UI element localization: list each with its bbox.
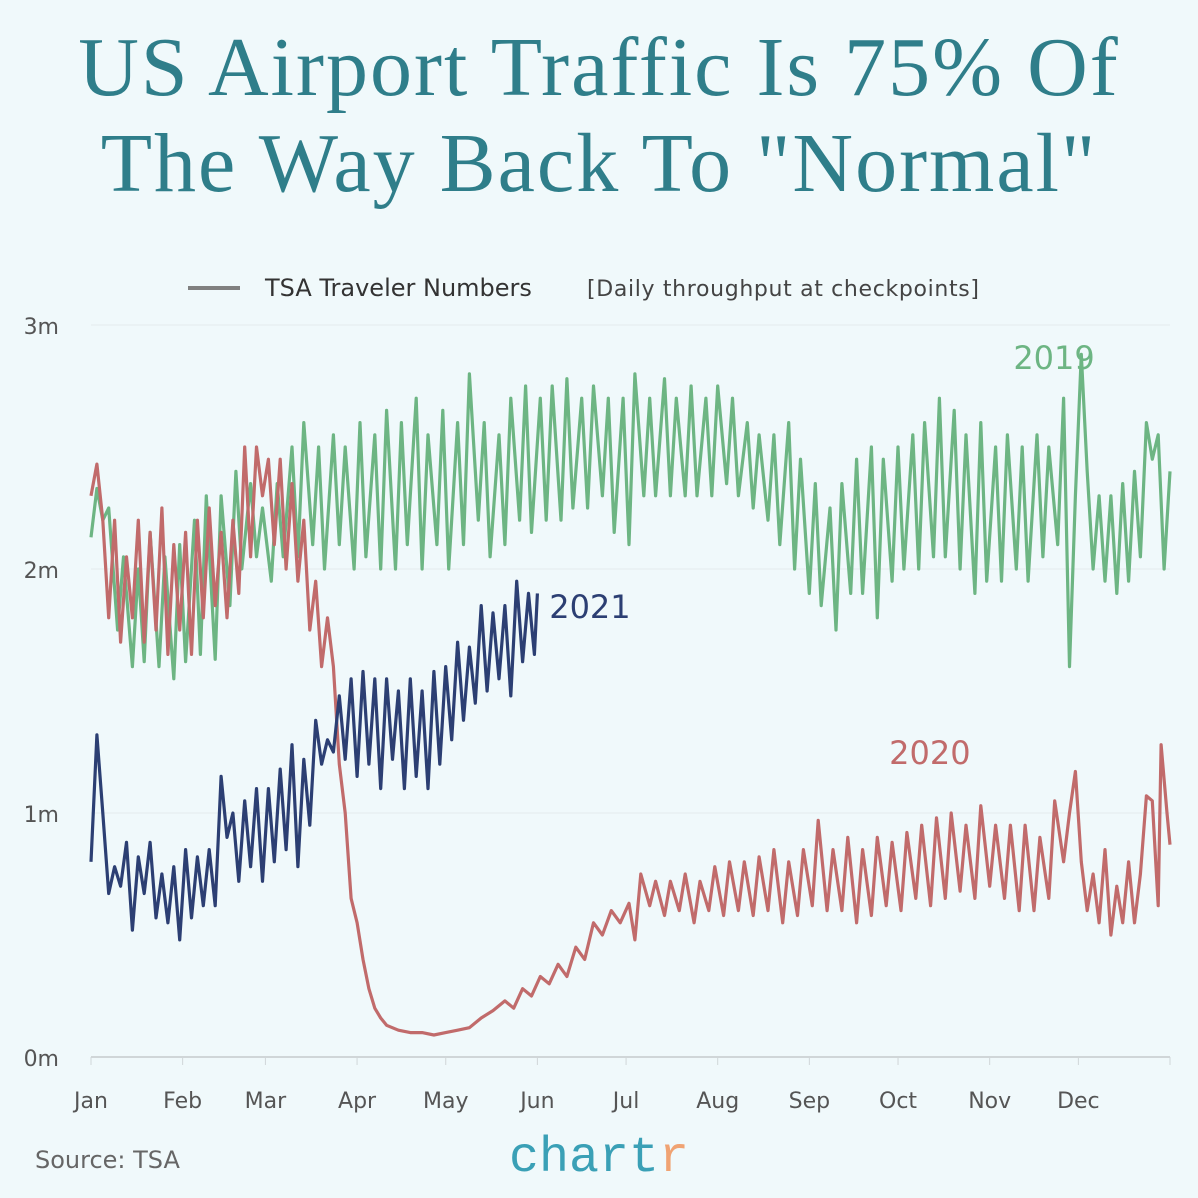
series-label-2020: 2020 [889, 734, 970, 772]
y-tick-label: 1m [24, 803, 59, 828]
y-tick-label: 0m [24, 1047, 59, 1072]
chart-title: US Airport Traffic Is 75% Of The Way Bac… [0, 20, 1198, 212]
x-tick-label: Mar [245, 1089, 287, 1114]
x-tick-label: Oct [879, 1089, 917, 1114]
legend-label: TSA Traveler Numbers [264, 274, 532, 302]
series-label-2019: 2019 [1013, 339, 1094, 377]
legend: TSA Traveler Numbers [Daily throughput a… [188, 274, 979, 302]
series-line-2020 [89, 445, 1172, 1037]
legend-note: [Daily throughput at checkpoints] [587, 277, 979, 302]
x-tick-label: May [423, 1089, 468, 1114]
title-line-1: US Airport Traffic Is 75% Of [78, 21, 1120, 114]
x-tick-label: Jul [611, 1089, 640, 1114]
y-tick-label: 3m [24, 315, 59, 340]
x-tick-label: Jan [72, 1089, 108, 1114]
title-line-2: The Way Back To "Normal" [100, 117, 1098, 210]
x-tick-label: Feb [163, 1089, 202, 1114]
x-tick-label: Dec [1057, 1089, 1100, 1114]
x-tick-label: Apr [338, 1089, 377, 1114]
x-tick-label: Jun [518, 1089, 554, 1114]
chartr-logo: chartr [0, 1130, 1198, 1187]
logo-text: chart [508, 1130, 659, 1187]
x-tick-label: Sep [789, 1089, 830, 1114]
x-tick-label: Nov [968, 1089, 1011, 1114]
logo-accent: r [659, 1130, 690, 1187]
series-label-2021: 2021 [549, 588, 630, 626]
series-line-2021 [89, 579, 539, 942]
x-tick-label: Aug [696, 1089, 739, 1114]
y-tick-label: 2m [24, 559, 59, 584]
source-note: Source: TSA [35, 1146, 180, 1174]
